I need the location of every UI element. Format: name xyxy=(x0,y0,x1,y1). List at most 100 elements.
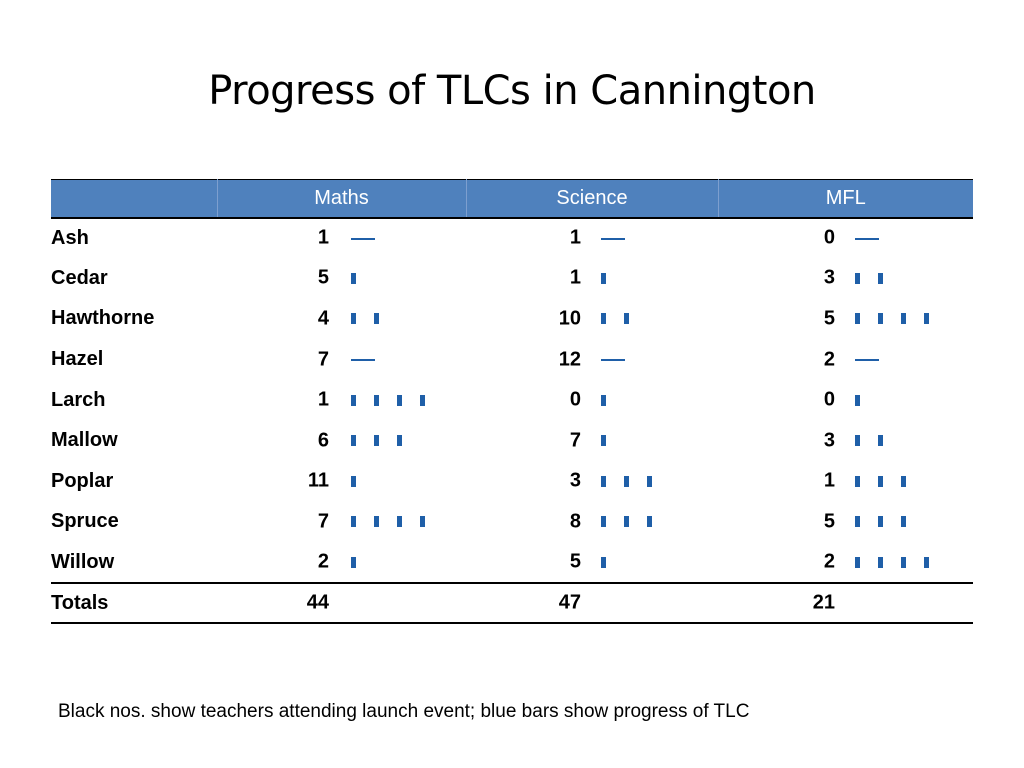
school-name: Cedar xyxy=(51,266,108,289)
progress-marks xyxy=(351,393,443,407)
no-progress-dash xyxy=(351,359,375,362)
progress-marks xyxy=(855,231,879,245)
progress-bar xyxy=(855,516,860,528)
progress-bar xyxy=(601,313,606,325)
progress-marks xyxy=(855,515,924,529)
progress-marks xyxy=(601,353,625,367)
progress-marks xyxy=(855,434,901,448)
teacher-count: 8 xyxy=(569,510,581,533)
teacher-count: 5 xyxy=(569,550,581,573)
progress-bar xyxy=(624,475,629,487)
mfl-cell: 5 xyxy=(718,502,973,543)
header-school xyxy=(51,180,217,218)
progress-marks xyxy=(601,474,670,488)
teacher-count: 10 xyxy=(558,307,581,330)
science-cell: 1 xyxy=(466,218,718,259)
table-row: Poplar 11 3 1 xyxy=(51,461,973,502)
progress-bar xyxy=(855,556,860,568)
science-cell: 0 xyxy=(466,380,718,421)
progress-bar xyxy=(601,272,606,284)
maths-cell: 2 xyxy=(217,542,466,583)
school-name: Larch xyxy=(51,388,106,411)
progress-bar xyxy=(374,394,379,406)
mfl-total: 21 xyxy=(812,591,835,614)
science-cell: 1 xyxy=(466,258,718,299)
science-cell: 8 xyxy=(466,502,718,543)
progress-bar xyxy=(397,394,402,406)
teacher-count: 2 xyxy=(317,550,329,573)
progress-bar xyxy=(351,516,356,528)
progress-bar xyxy=(351,313,356,325)
school-name: Hazel xyxy=(51,348,104,371)
header-mfl: MFL xyxy=(717,179,973,218)
progress-marks xyxy=(855,474,924,488)
teacher-count: 2 xyxy=(823,550,835,573)
progress-bar xyxy=(901,475,906,487)
maths-total-cell: 44 xyxy=(217,583,466,624)
mfl-cell: 1 xyxy=(718,461,973,502)
progress-bar xyxy=(901,313,906,325)
progress-bar xyxy=(855,435,860,447)
progress-marks xyxy=(855,271,901,285)
progress-bar xyxy=(420,516,425,528)
science-cell: 10 xyxy=(466,299,718,340)
progress-bar xyxy=(601,516,606,528)
teacher-count: 1 xyxy=(823,469,835,492)
science-total: 47 xyxy=(558,591,581,614)
teacher-count: 3 xyxy=(569,469,581,492)
maths-cell: 1 xyxy=(217,380,466,421)
tlc-progress-table: Maths Science MFL Ash 1 1 0 Cedar 5 1 3 Hawthorn… xyxy=(51,179,973,624)
mfl-cell: 3 xyxy=(718,258,973,299)
progress-marks xyxy=(601,393,624,407)
progress-bar xyxy=(901,516,906,528)
progress-bar xyxy=(374,435,379,447)
mfl-cell: 2 xyxy=(718,542,973,583)
progress-bar xyxy=(855,475,860,487)
science-cell: 7 xyxy=(466,420,718,461)
progress-marks xyxy=(601,312,647,326)
teacher-count: 2 xyxy=(823,348,835,371)
progress-bar xyxy=(901,556,906,568)
teacher-count: 7 xyxy=(569,429,581,452)
teacher-count: 6 xyxy=(317,429,329,452)
teacher-count: 5 xyxy=(317,266,329,289)
mfl-cell: 5 xyxy=(718,299,973,340)
progress-bar xyxy=(855,272,860,284)
teacher-count: 11 xyxy=(307,469,329,492)
maths-total: 44 xyxy=(306,591,329,614)
progress-marks xyxy=(601,555,624,569)
header-row: Maths Science MFL xyxy=(51,179,973,218)
science-cell: 12 xyxy=(466,339,718,380)
progress-marks xyxy=(855,393,878,407)
maths-cell: 1 xyxy=(217,218,466,259)
mfl-cell: 3 xyxy=(718,420,973,461)
progress-bar xyxy=(624,313,629,325)
progress-marks xyxy=(351,231,375,245)
progress-marks xyxy=(855,353,879,367)
table-row: Ash 1 1 0 xyxy=(51,218,973,259)
progress-bar xyxy=(924,556,929,568)
progress-bar xyxy=(647,516,652,528)
progress-bar xyxy=(351,272,356,284)
progress-bar xyxy=(397,516,402,528)
teacher-count: 12 xyxy=(558,348,581,371)
no-progress-dash xyxy=(351,237,375,240)
teacher-count: 3 xyxy=(823,429,835,452)
progress-marks xyxy=(351,434,420,448)
progress-bar xyxy=(397,435,402,447)
table-row: Willow 2 5 2 xyxy=(51,542,973,583)
maths-cell: 6 xyxy=(217,420,466,461)
teacher-count: 1 xyxy=(317,226,329,249)
progress-bar xyxy=(855,313,860,325)
progress-bar xyxy=(601,475,606,487)
progress-bar xyxy=(624,516,629,528)
progress-bar xyxy=(351,556,356,568)
progress-marks xyxy=(601,271,624,285)
totals-row: Totals 44 47 21 xyxy=(51,582,973,624)
progress-bar xyxy=(351,394,356,406)
school-name: Mallow xyxy=(51,429,118,452)
progress-marks xyxy=(351,271,374,285)
progress-marks xyxy=(351,312,397,326)
table-row: Spruce 7 8 5 xyxy=(51,502,973,543)
teacher-count: 1 xyxy=(569,226,581,249)
